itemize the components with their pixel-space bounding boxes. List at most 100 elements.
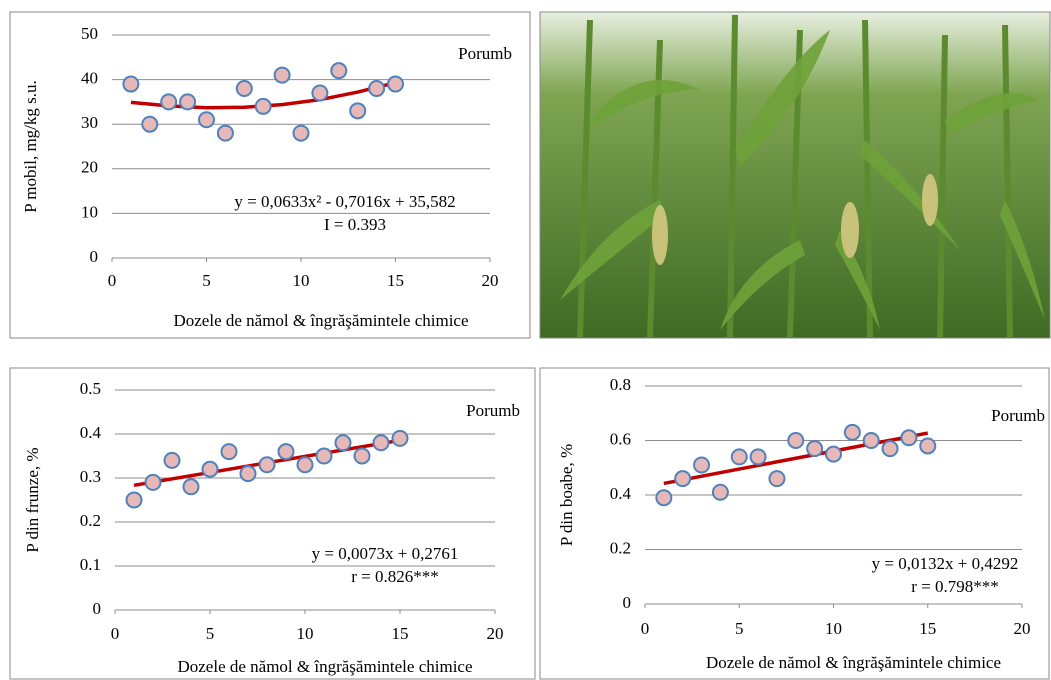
data-point bbox=[198, 111, 215, 129]
data-point bbox=[806, 440, 824, 458]
data-point bbox=[239, 465, 257, 483]
data-point bbox=[296, 456, 314, 474]
data-point bbox=[655, 489, 673, 507]
data-point bbox=[315, 447, 333, 465]
y-tick-label: 0.2 bbox=[610, 538, 631, 557]
data-point bbox=[674, 470, 692, 488]
data-point bbox=[372, 434, 390, 452]
x-tick-label: 20 bbox=[482, 271, 499, 290]
data-point bbox=[387, 75, 404, 93]
annotation: Porumb bbox=[466, 401, 520, 420]
data-point bbox=[353, 447, 371, 465]
data-point bbox=[235, 80, 253, 98]
data-point bbox=[277, 443, 295, 461]
equation: y = 0,0073x + 0,2761 bbox=[312, 544, 459, 563]
data-point bbox=[693, 456, 711, 474]
data-point bbox=[182, 478, 200, 496]
data-point bbox=[391, 429, 409, 447]
x-tick-label: 5 bbox=[202, 271, 211, 290]
annotation: Porumb bbox=[991, 406, 1045, 425]
data-point bbox=[768, 470, 786, 488]
y-tick-label: 0.5 bbox=[80, 379, 101, 398]
data-point bbox=[825, 445, 842, 463]
data-point bbox=[201, 460, 219, 478]
x-tick-label: 0 bbox=[111, 624, 120, 643]
data-point bbox=[787, 432, 805, 449]
data-point bbox=[862, 432, 880, 449]
x-tick-label: 10 bbox=[297, 624, 314, 643]
y-tick-label: 0.6 bbox=[610, 429, 631, 448]
statistic: I = 0.393 bbox=[324, 215, 386, 234]
x-tick-label: 0 bbox=[108, 271, 117, 290]
data-point bbox=[900, 429, 918, 447]
x-tick-label: 20 bbox=[1014, 619, 1031, 638]
data-point bbox=[749, 448, 767, 466]
panel-border bbox=[9, 367, 536, 680]
panel-border bbox=[9, 11, 531, 339]
data-point bbox=[349, 102, 367, 120]
corn-photo bbox=[539, 11, 1051, 339]
x-tick-label: 15 bbox=[387, 271, 404, 290]
panel-border bbox=[539, 367, 1050, 680]
x-axis-label: Dozele de nămol & îngrăşămintele chimice bbox=[177, 657, 472, 676]
y-tick-label: 0.4 bbox=[80, 423, 102, 442]
x-tick-label: 0 bbox=[641, 619, 650, 638]
y-tick-label: 0.8 bbox=[610, 375, 631, 394]
y-tick-label: 0.4 bbox=[610, 484, 632, 503]
data-point bbox=[254, 97, 272, 115]
data-point bbox=[141, 115, 159, 133]
x-tick-label: 15 bbox=[392, 624, 409, 643]
x-axis-label: Dozele de nămol & îngrăşămintele chimice bbox=[706, 653, 1001, 672]
y-tick-label: 10 bbox=[81, 202, 98, 221]
y-axis-label: P mobil, mg/kg s.u. bbox=[21, 80, 40, 213]
y-tick-label: 50 bbox=[81, 24, 98, 43]
x-tick-label: 20 bbox=[487, 624, 504, 643]
y-tick-label: 20 bbox=[81, 158, 98, 177]
data-point bbox=[220, 443, 238, 461]
data-point bbox=[711, 483, 729, 501]
statistic: r = 0.826*** bbox=[351, 567, 439, 586]
y-tick-label: 0.2 bbox=[80, 511, 101, 530]
data-point bbox=[258, 456, 276, 474]
x-tick-label: 5 bbox=[206, 624, 215, 643]
y-tick-label: 30 bbox=[81, 113, 98, 132]
y-axis-label: P din boabe, % bbox=[557, 444, 576, 546]
chart-panel: 0 0.1 0.2 0.3 0.4 0.5 0 5 10 15 20 P din frunze, % D… bbox=[9, 367, 536, 680]
data-point bbox=[160, 93, 178, 111]
data-point bbox=[730, 448, 748, 466]
statistic: r = 0.798*** bbox=[911, 577, 999, 596]
x-tick-label: 5 bbox=[735, 619, 744, 638]
y-tick-label: 0 bbox=[93, 599, 102, 618]
y-tick-label: 0 bbox=[90, 247, 99, 266]
data-point bbox=[334, 434, 352, 452]
data-point bbox=[144, 473, 162, 491]
data-point bbox=[330, 62, 348, 80]
annotation: Porumb bbox=[458, 44, 512, 63]
data-point bbox=[125, 491, 143, 509]
data-point bbox=[216, 124, 234, 142]
data-point bbox=[163, 451, 181, 469]
data-point bbox=[881, 440, 899, 458]
x-axis-label: Dozele de nămol & îngrăşămintele chimice bbox=[173, 311, 468, 330]
y-tick-label: 0.1 bbox=[80, 555, 101, 574]
chart-panel: 0 0.2 0.4 0.6 0.8 0 5 10 15 20 P din boabe, % Dozel… bbox=[539, 367, 1050, 680]
y-tick-label: 40 bbox=[81, 69, 98, 88]
equation: y = 0,0132x + 0,4292 bbox=[872, 554, 1019, 573]
x-tick-label: 15 bbox=[919, 619, 936, 638]
data-point bbox=[179, 93, 197, 111]
trendline bbox=[663, 431, 929, 486]
data-point bbox=[368, 80, 386, 98]
x-tick-label: 10 bbox=[825, 619, 842, 638]
data-point bbox=[292, 124, 310, 142]
data-point bbox=[273, 66, 291, 84]
data-point bbox=[122, 75, 140, 93]
chart-panel: 0 10 20 30 40 50 0 5 10 15 20 P mobil, mg/kg s.u. Do… bbox=[9, 11, 531, 339]
y-tick-label: 0 bbox=[623, 593, 632, 612]
data-point bbox=[919, 437, 937, 455]
data-point bbox=[843, 423, 861, 441]
equation: y = 0,0633x² - 0,7016x + 35,582 bbox=[234, 192, 455, 211]
y-tick-label: 0.3 bbox=[80, 467, 101, 486]
x-tick-label: 10 bbox=[293, 271, 310, 290]
